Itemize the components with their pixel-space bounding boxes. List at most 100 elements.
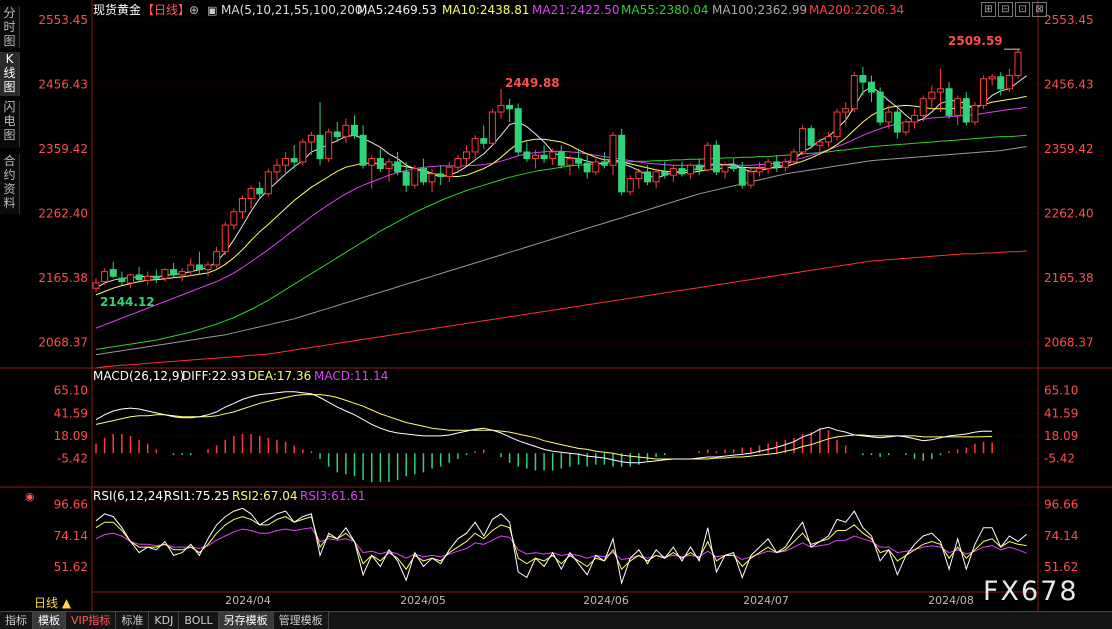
rsi-tick-left: 74.14 [54,529,88,543]
candle-body [376,158,384,170]
price-tick-right: 2553.45 [1044,13,1094,27]
candle-body [497,104,505,113]
candle-body [988,76,996,80]
macd-title: MACD(26,12,9) [93,369,184,383]
candle-body [936,88,944,93]
candle-body [307,134,315,143]
candle-body [264,171,272,195]
tab-vip-indicators[interactable]: VIP指标 [66,612,117,629]
macd-tick-left: -5.42 [57,451,88,465]
macd-tick-left: 41.59 [54,406,88,420]
macd-tick-right: 18.09 [1044,429,1078,443]
candle-body [221,224,229,253]
candle-body [945,88,953,116]
tab-indicators[interactable]: 指标 [0,612,33,629]
price-tick-left: 2262.40 [38,206,88,220]
indicator-menu-icon[interactable]: ▣ [207,4,217,17]
price-tick-right: 2068.37 [1044,335,1094,349]
tab-kline[interactable]: K线图 [0,52,20,96]
period-selector[interactable]: 日线 ▲ [34,596,72,610]
candle-body [566,158,574,166]
tab-standard[interactable]: 标准 [116,612,150,629]
candle-body [531,154,539,160]
time-axis-label: 2024/07 [743,594,789,607]
candle-body [273,164,281,173]
rsi1-line [95,507,1027,586]
layout-split-button[interactable]: ⊟ [998,2,1013,17]
candle-body [859,74,867,83]
rsi-tick-right: 51.62 [1044,560,1078,574]
tab-contract-info[interactable]: 合约资料 [0,154,20,214]
time-axis-label: 2024/05 [400,594,446,607]
tab-manage-templates[interactable]: 管理模板 [274,612,329,629]
macd-dea-value: DEA:17.36 [248,369,311,383]
candle-body [824,136,832,143]
candle-body [971,104,979,123]
close-panel-button[interactable]: ⊠ [1032,2,1047,17]
candle-body [962,98,970,123]
watermark-logo: FX678 [983,576,1079,607]
low-price-label: 2144.12 [100,295,155,309]
candle-body [368,158,376,166]
high-price-label: 2509.59 [948,34,1003,48]
candle-body [816,141,824,146]
tab-timeshare[interactable]: 分时图 [0,6,20,48]
tab-templates[interactable]: 模板 [33,612,66,629]
candle-body [911,114,919,123]
candle-body [807,128,815,146]
instrument-name: 现货黄金 [93,2,141,17]
candle-body [1014,51,1022,76]
candle-body [195,264,203,271]
time-axis-label: 2024/06 [583,594,629,607]
candle-body [928,91,936,100]
candle-body [126,274,134,284]
candle-body [790,151,798,163]
bottom-toolbar: 指标 模板 VIP指标 标准 KDJ BOLL 另存模板 管理模板 [0,611,1112,629]
ma10-line [95,95,1027,296]
price-tick-right: 2165.38 [1044,271,1094,285]
candle-body [730,164,738,170]
axes: 2553.45 2553.45 2456.43 2456.43 2359.42 2359.… [38,13,1093,607]
candle-body [687,164,695,175]
tab-lightning[interactable]: 闪电图 [0,100,20,148]
candle-body [721,164,729,173]
candle-body [135,274,143,281]
tab-boll[interactable]: BOLL [179,612,219,629]
macd-diff-value: DIFF:22.93 [182,369,246,383]
layout-grid-button[interactable]: ⊞ [981,2,996,17]
mid-high-price-label: 2449.88 [505,76,560,90]
candle-body [506,104,514,110]
candle-body [419,168,427,183]
macd-tick-left: 18.09 [54,429,88,443]
candle-body [738,168,746,186]
period-tag: 【日线】 [142,3,190,17]
ma200-line [95,250,1027,369]
price-tick-left: 2359.42 [38,142,88,156]
ma-params: MA(5,10,21,55,100,200) [221,3,367,17]
candle-body [781,161,789,168]
candle-body [635,171,643,180]
candle-body [316,134,324,160]
settings-icon[interactable]: ⊕ [189,3,199,17]
ma10-value: MA10:2438.81 [442,3,530,17]
candle-body [583,162,591,173]
candle-body [592,161,600,173]
candle-body [919,98,927,116]
candle-body [833,111,841,138]
rsi-tick-right: 74.14 [1044,529,1078,543]
layout-full-button[interactable]: ⊡ [1015,2,1030,17]
price-tick-right: 2359.42 [1044,142,1094,156]
candle-body [773,161,781,168]
tab-kdj[interactable]: KDJ [149,612,180,629]
macd-dea-line [95,394,993,460]
candle-body [893,111,901,133]
macd-tick-right: 41.59 [1044,406,1078,420]
tab-save-template[interactable]: 另存模板 [218,612,274,629]
rsi-target-icon[interactable]: ◉ [25,490,35,503]
candle-body [92,282,100,289]
candle-body [238,197,247,213]
candle-body [626,178,634,193]
rsi2-line [95,515,1027,571]
candle-body [764,161,772,170]
